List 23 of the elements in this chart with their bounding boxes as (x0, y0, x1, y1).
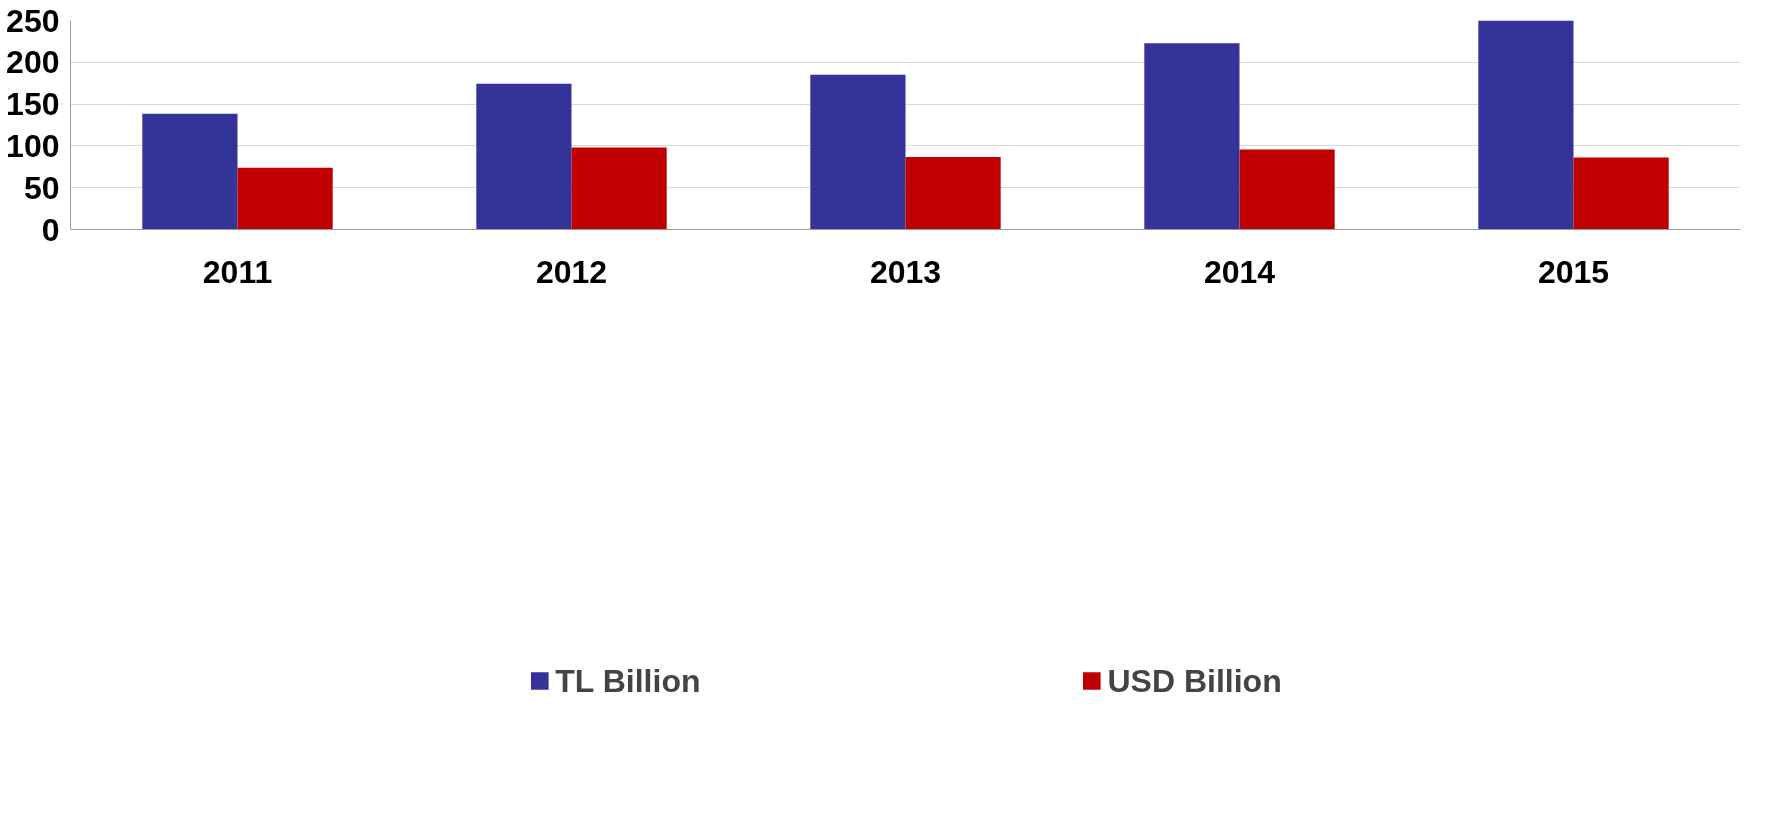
bar (1144, 43, 1240, 230)
bar (1478, 20, 1574, 230)
bar (1573, 157, 1669, 230)
y-tick-label: 0 (41, 211, 60, 248)
y-tick-label: 200 (6, 44, 60, 81)
y-tick-label: 250 (6, 2, 60, 39)
x-tick-label: 2011 (202, 253, 273, 290)
bar (142, 113, 238, 230)
bar (476, 83, 572, 230)
y-tick-label: 150 (6, 86, 60, 123)
y-tick-label: 50 (23, 169, 60, 206)
legend-label: TL Billion (555, 662, 701, 700)
x-tick-label: 2014 (1203, 253, 1276, 290)
x-tick-label: 2012 (535, 253, 608, 290)
bar (571, 147, 667, 230)
bar (905, 157, 1001, 230)
bar (237, 167, 333, 230)
legend-label: USD Billion (1107, 662, 1282, 700)
y-tick-label: 100 (6, 127, 60, 164)
x-tick-label: 2013 (869, 253, 942, 290)
bar (810, 74, 906, 230)
x-tick-label: 2015 (1537, 253, 1610, 290)
bar (1239, 149, 1335, 230)
